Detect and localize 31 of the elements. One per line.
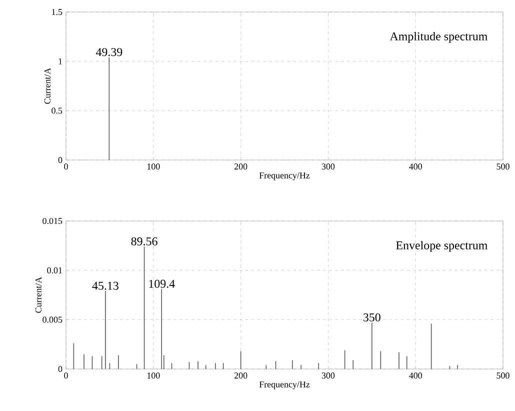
annotation: 49.39 <box>96 48 122 56</box>
y-tick-label: 0.01 <box>47 267 62 274</box>
y-tick-label: 0 <box>58 156 62 164</box>
annotation: Envelope spectrum <box>396 240 488 252</box>
x-tick-label: 500 <box>496 372 510 379</box>
y-tick-label: 0.005 <box>42 316 62 323</box>
x-tick-label: 500 <box>496 164 510 170</box>
x-tick-label: 100 <box>147 372 160 379</box>
y-tick-label: 0 <box>58 366 62 372</box>
annotation: Amplitude spectrum <box>390 32 488 43</box>
y-axis-title: Current/A <box>44 68 50 104</box>
x-axis-title: Frequency/Hz <box>259 381 310 390</box>
y-axis-title: Current/A <box>35 276 42 313</box>
y-tick-label: 1.5 <box>52 8 62 16</box>
y-tick-label: 0.5 <box>52 108 62 114</box>
x-tick-label: 200 <box>234 164 248 170</box>
x-tick-label: 300 <box>322 164 335 170</box>
annotation: 45.13 <box>92 282 118 290</box>
annotation: 350 <box>364 313 380 322</box>
annotation: 109.4 <box>149 280 175 288</box>
x-tick-label: 400 <box>409 164 422 170</box>
y-tick-label: 0.015 <box>42 218 62 224</box>
x-tick-label: 400 <box>409 372 422 379</box>
x-axis-title: Frequency/Hz <box>259 172 310 180</box>
y-tick-label: 1 <box>58 58 62 64</box>
x-tick-label: 100 <box>147 164 160 170</box>
x-tick-label: 300 <box>322 372 335 379</box>
x-tick-label: 200 <box>234 372 248 379</box>
annotation: 89.56 <box>131 237 158 246</box>
x-tick-label: 0 <box>64 372 68 379</box>
x-tick-label: 0 <box>64 164 68 170</box>
